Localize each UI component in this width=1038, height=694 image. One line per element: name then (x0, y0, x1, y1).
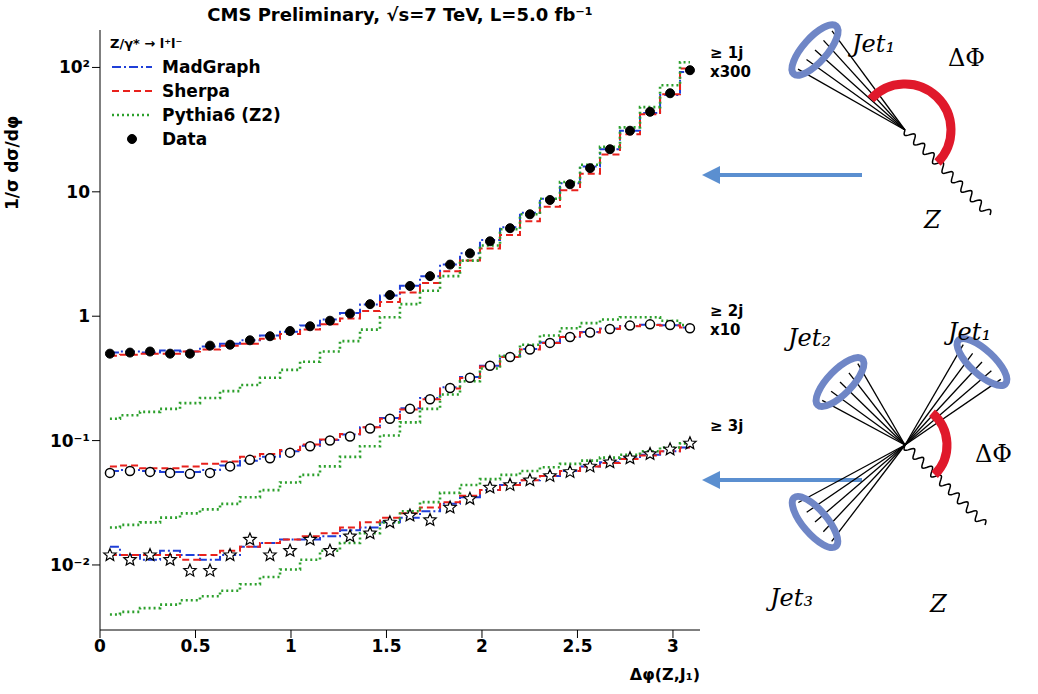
svg-text:1.5: 1.5 (371, 636, 401, 656)
svg-text:0: 0 (94, 636, 106, 656)
svg-text:10²: 10² (59, 57, 90, 77)
svg-text:≥ 3j: ≥ 3j (710, 417, 743, 435)
svg-text:1/σ dσ/dφ: 1/σ dσ/dφ (2, 116, 22, 210)
svg-text:ΔΦ: ΔΦ (975, 440, 1012, 468)
svg-text:10⁻²: 10⁻² (50, 555, 90, 575)
svg-text:3: 3 (667, 636, 679, 656)
html-text:Z/γ* → l⁺l⁻: Z/γ* → l⁺l⁻ (110, 36, 183, 51)
svg-text:0.5: 0.5 (180, 636, 210, 656)
svg-text:2.5: 2.5 (562, 636, 592, 656)
html-text:CMS Preliminary, √s=7 TeV, L=5: CMS Preliminary, √s=7 TeV, L=5.0 fb⁻¹ (207, 4, 593, 25)
html-text:Sherpa: Sherpa (162, 81, 230, 101)
svg-text:Z: Z (929, 590, 948, 618)
svg-text:Z: Z (923, 206, 942, 234)
svg-text:Jet₃: Jet₃ (765, 584, 813, 612)
svg-text:x10: x10 (710, 321, 741, 339)
svg-text:Jet₁: Jet₁ (847, 30, 895, 58)
html-text:MadGraph: MadGraph (162, 57, 261, 77)
svg-text:Δφ(Z,J₁): Δφ(Z,J₁) (630, 665, 700, 684)
html-text:Data: Data (162, 129, 208, 149)
svg-text:≥ 2j: ≥ 2j (710, 302, 743, 320)
svg-text:ΔΦ: ΔΦ (948, 44, 985, 72)
svg-text:1: 1 (78, 306, 90, 326)
svg-text:1: 1 (285, 636, 297, 656)
html-text:Pythia6 (Z2): Pythia6 (Z2) (162, 105, 281, 125)
svg-text:Jet₁: Jet₁ (943, 318, 991, 346)
svg-text:2: 2 (476, 636, 488, 656)
svg-text:10⁻¹: 10⁻¹ (50, 431, 90, 451)
svg-text:10: 10 (66, 182, 90, 202)
svg-text:Jet₂: Jet₂ (783, 324, 831, 352)
svg-text:x300: x300 (710, 63, 751, 81)
svg-text:≥ 1j: ≥ 1j (710, 44, 743, 62)
